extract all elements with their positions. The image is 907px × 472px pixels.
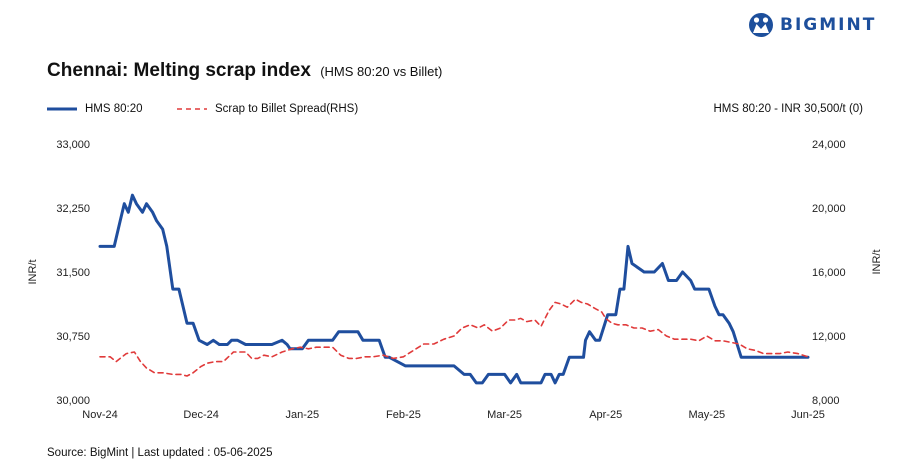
x-axis-ticks: Nov-24 Dec-24 Jan-25 Feb-25 Mar-25 Apr-25 May-… (82, 409, 825, 421)
chart-title-text: Chennai: Melting scrap index (47, 60, 311, 81)
right-tick-label: 12,000 (812, 331, 846, 343)
spread-series-line (99, 298, 809, 377)
hms-series-line (98, 193, 810, 385)
x-tick-label: Dec-24 (183, 409, 218, 421)
source-note: Source: BigMint | Last updated : 05-06-2… (47, 447, 273, 459)
left-tick-label: 30,750 (56, 331, 90, 343)
legend-item-spread: Scrap to Billet Spread(RHS) (177, 103, 358, 115)
left-tick-label: 32,250 (56, 203, 90, 215)
right-tick-label: 20,000 (812, 203, 846, 215)
series-layer (98, 193, 810, 385)
left-tick-label: 30,000 (56, 395, 90, 407)
brand-name: BIGMINT (780, 15, 877, 35)
left-axis-title: INR/t (27, 259, 39, 284)
right-tick-label: 16,000 (812, 267, 846, 279)
price-note: HMS 80:20 - INR 30,500/t (0) (713, 103, 863, 115)
legend-solid-swatch (47, 107, 77, 111)
legend-dashed-swatch (177, 108, 207, 110)
bigmint-logo-icon (749, 13, 773, 37)
x-tick-label: Feb-25 (386, 409, 421, 421)
legend-label-hms: HMS 80:20 (85, 103, 143, 115)
right-axis-ticks: 24,000 20,000 16,000 12,000 8,000 (812, 139, 846, 407)
legend-label-spread: Scrap to Billet Spread(RHS) (215, 103, 359, 115)
right-tick-label: 8,000 (812, 395, 840, 407)
chart-title: Chennai: Melting scrap index (HMS 80:20 … (47, 60, 442, 82)
left-tick-label: 33,000 (56, 139, 90, 151)
x-tick-label: May-25 (689, 409, 726, 421)
x-tick-label: Jun-25 (791, 409, 825, 421)
chart-subtitle: (HMS 80:20 vs Billet) (320, 64, 443, 79)
brand-logo: BIGMINT (748, 12, 876, 38)
left-axis-ticks: 33,000 32,250 31,500 30,750 30,000 (56, 139, 90, 407)
right-axis-title: INR/t (871, 249, 883, 274)
legend-item-hms: HMS 80:20 (47, 103, 143, 115)
right-tick-label: 24,000 (812, 139, 846, 151)
x-tick-label: Apr-25 (589, 409, 622, 421)
x-tick-label: Jan-25 (285, 409, 319, 421)
left-tick-label: 31,500 (56, 267, 90, 279)
x-tick-label: Mar-25 (487, 409, 522, 421)
x-tick-label: Nov-24 (82, 409, 117, 421)
